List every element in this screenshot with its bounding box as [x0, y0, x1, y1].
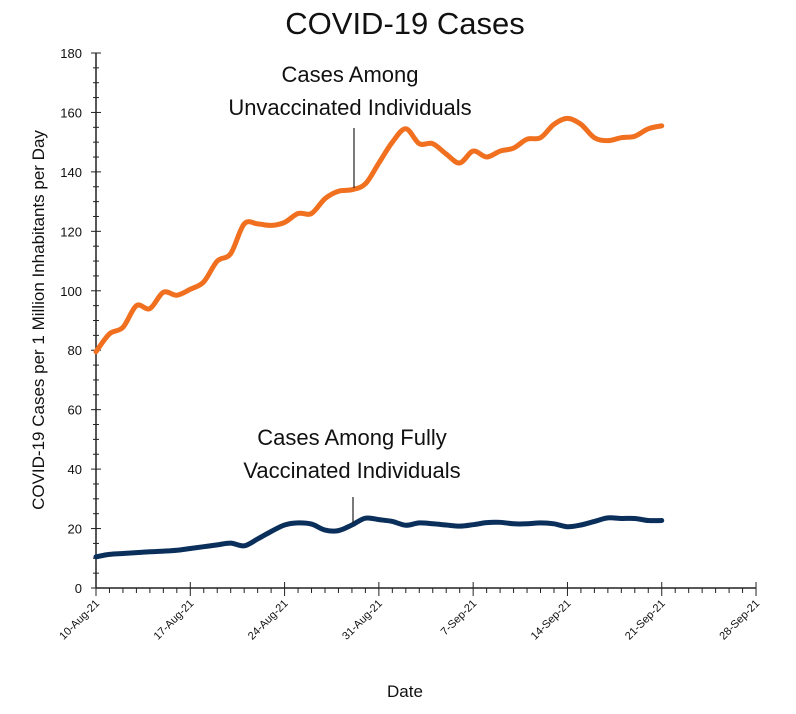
x-tick-label: 21-Sep-21: [623, 598, 668, 643]
y-tick-label: 120: [60, 224, 82, 239]
x-tick-label: 14-Sep-21: [529, 598, 574, 643]
series-line-1: [93, 515, 665, 560]
y-tick-label: 0: [75, 581, 82, 596]
y-tick-label: 60: [68, 403, 82, 418]
y-tick-label: 140: [60, 165, 82, 180]
y-tick-label: 180: [60, 46, 82, 61]
x-tick-label: 17-Aug-21: [152, 598, 197, 643]
y-tick-label: 80: [68, 343, 82, 358]
series-line-0: [93, 115, 665, 355]
y-axis-label: COVID-19 Cases per 1 Million Inhabitants…: [29, 130, 48, 510]
x-tick-label: 10-Aug-21: [57, 598, 102, 643]
x-tick-label: 7-Sep-21: [439, 598, 479, 638]
y-tick-label: 20: [68, 522, 82, 537]
y-tick-label: 100: [60, 284, 82, 299]
annotation-text: Cases Among Fully: [257, 425, 447, 450]
y-tick-label: 40: [68, 462, 82, 477]
chart-title: COVID-19 Cases: [285, 6, 524, 41]
annotation-text: Cases Among: [282, 62, 419, 87]
x-tick-label: 28-Sep-21: [717, 598, 762, 643]
y-tick-label: 160: [60, 105, 82, 120]
x-tick-label: 24-Aug-21: [246, 598, 291, 643]
annotation-text: Unvaccinated Individuals: [228, 95, 471, 120]
annotation-text: Vaccinated Individuals: [243, 458, 460, 483]
x-axis-label: Date: [387, 682, 423, 701]
x-tick-label: 31-Aug-21: [340, 598, 385, 643]
